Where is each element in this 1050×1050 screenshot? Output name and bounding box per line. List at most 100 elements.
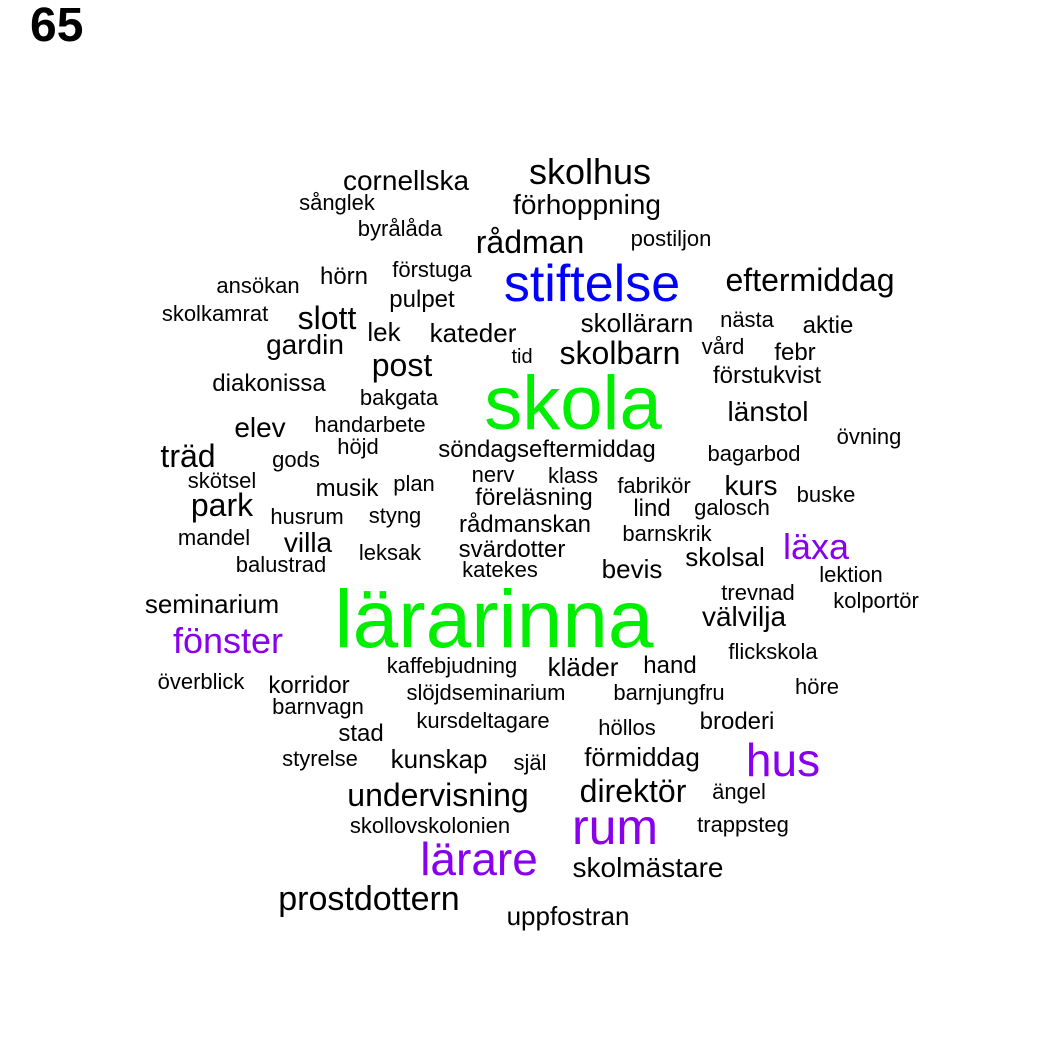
word-park: park xyxy=(190,487,254,523)
word-fabrikor: fabrikör xyxy=(617,473,691,498)
word-korridor: korridor xyxy=(268,672,350,699)
word-skolsal: skolsal xyxy=(685,542,765,572)
word-prostdottern: prostdottern xyxy=(278,880,460,918)
word-trappsteg: trappsteg xyxy=(697,812,789,837)
word-rum: rum xyxy=(571,799,659,855)
word-hand: hand xyxy=(643,652,697,679)
word-klass: klass xyxy=(547,463,599,488)
word-kaffebjudning: kaffebjudning xyxy=(386,653,518,678)
word-eftermiddag: eftermiddag xyxy=(725,262,895,298)
word-hore: höre xyxy=(794,674,840,699)
word-uppfostran: uppfostran xyxy=(506,901,630,931)
word-ansokan: ansökan xyxy=(216,273,300,298)
word-elev: elev xyxy=(234,412,286,443)
word-febr: febr xyxy=(774,339,816,366)
word-forstukvist: förstukvist xyxy=(712,362,822,389)
word-kursdeltagare: kursdeltagare xyxy=(416,708,550,733)
word-villa: villa xyxy=(283,527,333,558)
word-slojdseminarium: slöjdseminarium xyxy=(406,680,566,705)
word-skolhus: skolhus xyxy=(528,151,652,192)
word-skola: skola xyxy=(484,361,662,446)
word-skolkamrat: skolkamrat xyxy=(161,301,269,326)
word-forhoppning: förhoppning xyxy=(513,189,661,220)
word-sanglek: sånglek xyxy=(299,190,375,215)
word-undervisning: undervisning xyxy=(347,777,529,813)
word-styng: styng xyxy=(368,503,422,528)
word-musik: musik xyxy=(315,475,379,502)
word-lek: lek xyxy=(367,317,401,347)
word-gods: gods xyxy=(272,447,320,472)
word-sondagseftermiddag: söndagseftermiddag xyxy=(438,436,656,463)
word-forelasning: föreläsning xyxy=(475,484,593,511)
word-svardotter: svärdotter xyxy=(458,536,566,563)
word-buske: buske xyxy=(796,482,856,507)
word-cornellska: cornellska xyxy=(342,165,470,196)
word-skolmastare: skolmästare xyxy=(572,852,724,883)
word-tid: tid xyxy=(511,346,533,368)
word-stiftelse: stiftelse xyxy=(503,255,681,313)
word-trevnad: trevnad xyxy=(721,580,795,605)
word-skollararn: skollärarn xyxy=(580,308,694,338)
word-nasta: nästa xyxy=(720,307,774,332)
word-radman: rådman xyxy=(475,224,585,260)
word-vard: vård xyxy=(701,334,745,359)
word-galosch: galosch xyxy=(694,495,770,520)
word-angel: ängel xyxy=(712,779,766,804)
word-kolportor: kolportör xyxy=(833,588,919,613)
word-balustrad: balustrad xyxy=(235,552,327,577)
word-styrelse: styrelse xyxy=(282,746,358,771)
word-valvilja: välvilja xyxy=(701,601,787,632)
word-kurs: kurs xyxy=(724,470,778,501)
word-hojd: höjd xyxy=(337,434,379,459)
word-lanstol: länstol xyxy=(727,396,809,427)
word-post: post xyxy=(371,347,433,383)
word-laxa: läxa xyxy=(782,526,850,567)
word-leksak: leksak xyxy=(358,540,422,565)
word-bagarbod: bagarbod xyxy=(707,441,801,466)
word-gardin: gardin xyxy=(266,329,344,360)
word-barnvagn: barnvagn xyxy=(272,694,364,719)
word-ovning: övning xyxy=(836,424,902,449)
word-mandel: mandel xyxy=(177,525,251,550)
word-lind: lind xyxy=(633,495,671,522)
word-hollos: höllos xyxy=(598,715,656,740)
word-kunskap: kunskap xyxy=(390,744,488,774)
word-pulpet: pulpet xyxy=(389,286,455,313)
word-kateder: kateder xyxy=(429,318,517,348)
word-lararinna: lärarinna xyxy=(334,574,654,665)
word-broderi: broderi xyxy=(699,708,775,735)
word-skollovskolonien: skollovskolonien xyxy=(349,813,511,838)
word-husrum: husrum xyxy=(270,504,344,529)
word-bakgata: bakgata xyxy=(359,385,439,410)
word-overblick: överblick xyxy=(157,669,245,694)
word-byralada: byrålåda xyxy=(357,216,443,241)
word-nerv: nerv xyxy=(471,462,515,487)
word-seminarium: seminarium xyxy=(144,589,280,619)
word-forstuga: förstuga xyxy=(392,257,472,282)
word-direktor: direktör xyxy=(579,773,687,809)
word-larare: lärare xyxy=(420,833,538,885)
word-fonster: fönster xyxy=(172,620,284,661)
word-aktie: aktie xyxy=(802,312,854,339)
word-sjal: själ xyxy=(513,750,547,775)
word-skotsel: skötsel xyxy=(187,468,257,493)
word-diakonissa: diakonissa xyxy=(212,370,326,397)
word-radmanskan: rådmanskan xyxy=(458,511,592,538)
word-bevis: bevis xyxy=(601,554,663,584)
word-horn: hörn xyxy=(319,263,369,290)
word-katekes: katekes xyxy=(462,557,538,582)
word-klader: kläder xyxy=(547,652,619,682)
page-number: 65 xyxy=(30,0,84,52)
word-plan: plan xyxy=(393,471,435,496)
word-hus: hus xyxy=(745,734,821,786)
word-skolbarn: skolbarn xyxy=(559,335,681,371)
word-stad: stad xyxy=(338,720,384,747)
word-barnskrik: barnskrik xyxy=(622,521,712,546)
word-postiljon: postiljon xyxy=(630,226,712,251)
word-trad: träd xyxy=(160,438,216,474)
word-handarbete: handarbete xyxy=(314,412,426,437)
word-formiddag: förmiddag xyxy=(584,742,700,772)
word-flickskola: flickskola xyxy=(728,639,818,664)
word-slott: slott xyxy=(297,300,357,336)
